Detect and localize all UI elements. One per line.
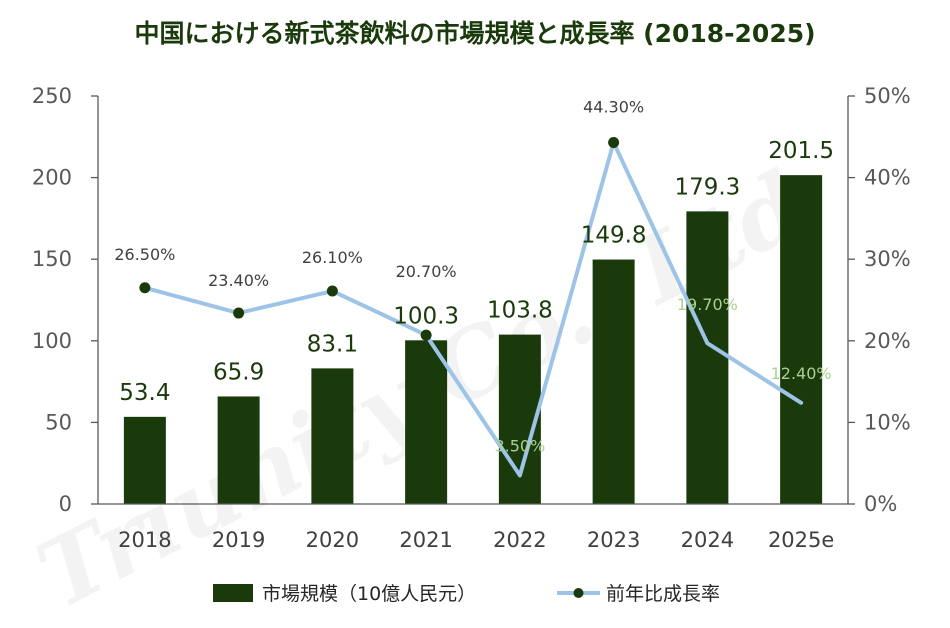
left-tick-label: 0 <box>59 492 72 516</box>
bar-2019 <box>217 396 260 504</box>
bar-2018 <box>123 416 166 504</box>
legend-bar-swatch <box>213 584 253 602</box>
data-labels-layer: 53.4 65.9 83.1 100.3 103.8 149.8 179.3 201.5 26.… <box>114 98 834 456</box>
x-tick-label: 2023 <box>587 528 640 552</box>
chart-title: 中国における新式茶飲料の市場規模と成長率 (2018-2025) <box>134 19 816 48</box>
bar-value-label: 83.1 <box>307 331 358 357</box>
x-tick-label: 2024 <box>681 528 734 552</box>
bar-2020 <box>311 368 354 504</box>
bar-2025e <box>780 175 823 505</box>
left-tick-label: 100 <box>32 329 72 353</box>
growth-value-label: 12.40% <box>771 364 832 383</box>
bar-value-label: 149.8 <box>581 223 647 249</box>
x-tick-label: 2021 <box>399 528 452 552</box>
bar-2023 <box>592 259 635 504</box>
growth-value-label: 23.40% <box>208 271 269 290</box>
growth-value-label: 26.50% <box>114 245 175 264</box>
right-tick-label: 50% <box>864 84 911 108</box>
bars-layer <box>123 175 823 505</box>
left-tick-label: 200 <box>32 166 72 190</box>
x-tick-label: 2018 <box>118 528 171 552</box>
growth-marker-2021 <box>420 329 432 341</box>
right-tick-label: 0% <box>864 492 897 516</box>
growth-marker-2023 <box>608 137 620 149</box>
x-tick-label: 2025e <box>768 528 834 552</box>
legend-bar-label: 市場規模（10億人民元） <box>262 583 476 605</box>
growth-value-label: 3.50% <box>494 436 545 455</box>
bar-value-label: 53.4 <box>119 380 170 406</box>
legend-line-label: 前年比成長率 <box>606 583 720 605</box>
bar-2021 <box>405 340 448 504</box>
bar-value-label: 103.8 <box>487 298 553 324</box>
right-tick-label: 40% <box>864 166 911 190</box>
right-tick-label: 10% <box>864 410 911 434</box>
growth-value-label: 19.70% <box>677 295 738 314</box>
growth-line-layer <box>139 137 804 478</box>
growth-value-label: 44.30% <box>583 98 644 117</box>
axes-layer: 0 50 100 150 200 250 0% 10% 20% 30% 40% 50% 2018 2019… <box>32 84 911 552</box>
bar-value-label: 65.9 <box>213 359 264 385</box>
growth-value-label: 20.70% <box>396 262 457 281</box>
growth-marker-2020 <box>326 285 338 297</box>
legend: 市場規模（10億人民元） 前年比成長率 <box>213 583 720 605</box>
growth-value-label: 26.10% <box>302 248 363 267</box>
left-tick-label: 50 <box>45 410 72 434</box>
right-tick-label: 20% <box>864 329 911 353</box>
x-tick-label: 2020 <box>306 528 359 552</box>
bar-value-label: 179.3 <box>674 174 740 200</box>
bar-value-label: 201.5 <box>768 138 834 164</box>
right-tick-label: 30% <box>864 247 911 271</box>
x-tick-label: 2019 <box>212 528 265 552</box>
left-tick-label: 150 <box>32 247 72 271</box>
bar-2024 <box>686 211 729 505</box>
bar-value-label: 100.3 <box>393 303 459 329</box>
growth-rate-line <box>142 140 804 478</box>
x-tick-label: 2022 <box>493 528 546 552</box>
growth-marker-2018 <box>139 282 151 294</box>
left-tick-label: 250 <box>32 84 72 108</box>
legend-line-marker <box>573 588 584 598</box>
growth-marker-2019 <box>233 307 245 319</box>
